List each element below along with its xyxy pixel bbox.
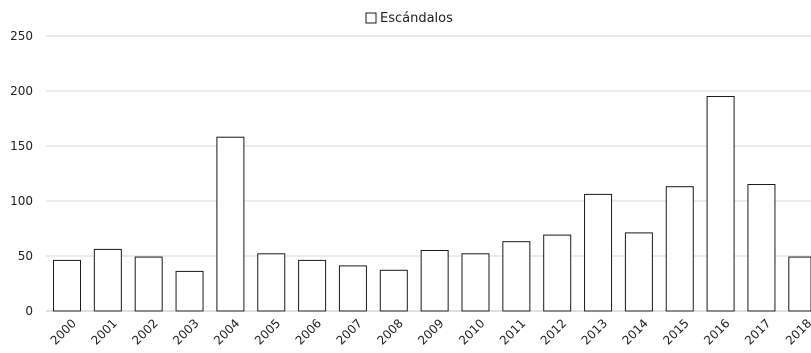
x-tick-label: 2006: [293, 316, 324, 347]
bars: [53, 96, 811, 312]
x-tick-label: 2017: [742, 316, 773, 347]
x-axis-ticks: 2000 2001 2002 2003 2004 2005 2006 2007 2008 2009…: [48, 316, 811, 347]
x-tick-label: 2002: [129, 316, 160, 347]
bar-2000: [53, 259, 81, 312]
legend-label: Escándalos: [380, 11, 453, 26]
y-tick-label: 200: [10, 84, 33, 98]
x-tick-label: 2005: [252, 316, 283, 347]
legend: Escándalos: [365, 11, 453, 26]
bar-2009: [420, 250, 449, 312]
bar-2001: [93, 248, 122, 312]
x-tick-label: 2013: [579, 316, 610, 347]
x-tick-label: 2009: [415, 316, 446, 347]
bar-2005: [257, 253, 286, 312]
bar-2016: [706, 96, 735, 312]
bar-2010: [461, 253, 490, 312]
x-tick-label: 2004: [211, 316, 242, 347]
bar-2006: [298, 259, 327, 312]
legend-swatch: [365, 12, 377, 24]
bar-2004: [216, 136, 245, 312]
bar-2007: [338, 265, 367, 312]
bar-2011: [502, 241, 531, 312]
x-tick-label: 2007: [334, 316, 365, 347]
x-tick-label: 2016: [701, 316, 732, 347]
x-tick-label: 2015: [660, 316, 691, 347]
x-tick-label: 2003: [170, 316, 201, 347]
y-tick-label: 0: [25, 304, 33, 318]
x-tick-label: 2008: [374, 316, 405, 347]
x-tick-label: 2011: [497, 316, 528, 347]
x-tick-label: 2018: [783, 316, 811, 347]
y-tick-label: 250: [10, 29, 33, 43]
bar-2017: [747, 184, 776, 312]
x-tick-label: 2001: [88, 316, 119, 347]
bar-2014: [624, 232, 653, 312]
bar-2013: [584, 193, 613, 312]
y-tick-label: 100: [10, 194, 33, 208]
x-tick-label: 2012: [538, 316, 569, 347]
y-tick-label: 150: [10, 139, 33, 153]
bar-2003: [175, 270, 204, 312]
y-tick-label: 50: [18, 249, 33, 263]
bar-2018: [788, 256, 811, 312]
y-axis-ticks: 0 50 100 150 200 250: [10, 29, 33, 318]
x-tick-label: 2014: [619, 316, 650, 347]
x-tick-label: 2000: [48, 316, 79, 347]
x-tick-label: 2010: [456, 316, 487, 347]
bar-2008: [379, 269, 408, 312]
bar-2015: [665, 186, 694, 312]
bar-2002: [134, 256, 163, 312]
bar-2012: [543, 234, 572, 312]
